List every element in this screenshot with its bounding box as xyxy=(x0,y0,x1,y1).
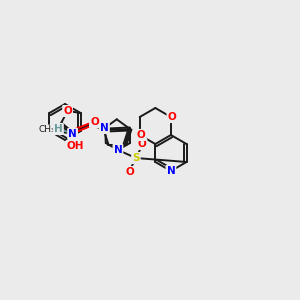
Text: S: S xyxy=(132,153,140,163)
Text: O: O xyxy=(63,106,72,116)
Text: O: O xyxy=(137,139,146,149)
Text: N: N xyxy=(68,129,77,139)
Text: CH₃: CH₃ xyxy=(38,125,55,134)
Text: N: N xyxy=(113,145,122,155)
Text: O: O xyxy=(167,112,176,122)
Text: N: N xyxy=(100,123,109,133)
Text: N: N xyxy=(167,166,175,176)
Text: OH: OH xyxy=(67,141,84,151)
Text: H: H xyxy=(54,124,63,134)
Text: O: O xyxy=(125,167,134,177)
Text: O: O xyxy=(136,130,145,140)
Text: O: O xyxy=(90,117,99,127)
